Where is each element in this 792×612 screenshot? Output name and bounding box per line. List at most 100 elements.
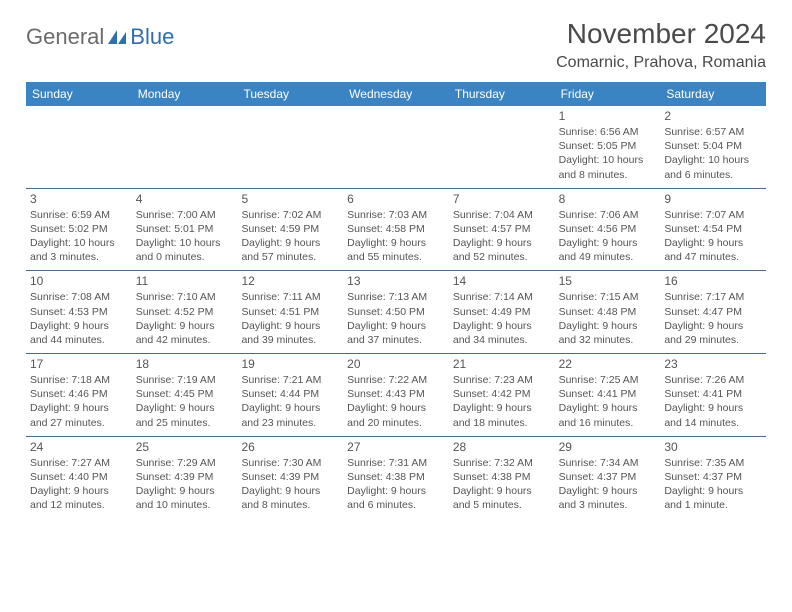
day-cell: 18 Sunrise: 7:19 AMSunset: 4:45 PMDayligh… xyxy=(132,354,238,436)
day-detail: Sunrise: 7:15 AMSunset: 4:48 PMDaylight:… xyxy=(559,290,657,347)
day-number: 14 xyxy=(453,274,551,288)
calendar-page: General Blue November 2024 Comarnic, Pra… xyxy=(0,0,792,518)
day-number: 2 xyxy=(664,109,762,123)
day-cell: 24 Sunrise: 7:27 AMSunset: 4:40 PMDayligh… xyxy=(26,437,132,519)
day-cell: 19 Sunrise: 7:21 AMSunset: 4:44 PMDayligh… xyxy=(237,354,343,436)
day-number: 19 xyxy=(241,357,339,371)
day-number: 7 xyxy=(453,192,551,206)
day-cell: 5 Sunrise: 7:02 AMSunset: 4:59 PMDaylight… xyxy=(237,189,343,271)
day-cell: 13Sunrise: 7:13 AMSunset: 4:50 PMDayligh… xyxy=(343,271,449,353)
day-detail: Sunrise: 7:26 AMSunset: 4:41 PMDaylight:… xyxy=(664,373,762,430)
day-cell: 22 Sunrise: 7:25 AMSunset: 4:41 PMDayligh… xyxy=(555,354,661,436)
day-cell xyxy=(26,106,132,188)
day-detail: Sunrise: 6:59 AMSunset: 5:02 PMDaylight:… xyxy=(30,208,128,265)
header-row: General Blue November 2024 Comarnic, Pra… xyxy=(26,18,766,72)
day-detail: Sunrise: 7:03 AMSunset: 4:58 PMDaylight:… xyxy=(347,208,445,265)
day-number: 24 xyxy=(30,440,128,454)
location-subtitle: Comarnic, Prahova, Romania xyxy=(556,54,766,72)
day-detail: Sunrise: 7:17 AMSunset: 4:47 PMDaylight:… xyxy=(664,290,762,347)
day-number: 20 xyxy=(347,357,445,371)
day-detail: Sunrise: 7:08 AMSunset: 4:53 PMDaylight:… xyxy=(30,290,128,347)
day-number: 18 xyxy=(136,357,234,371)
day-cell: 2 Sunrise: 6:57 AMSunset: 5:04 PMDaylight… xyxy=(660,106,766,188)
day-detail: Sunrise: 7:19 AMSunset: 4:45 PMDaylight:… xyxy=(136,373,234,430)
day-detail: Sunrise: 6:56 AMSunset: 5:05 PMDaylight:… xyxy=(559,125,657,182)
day-cell: 3 Sunrise: 6:59 AMSunset: 5:02 PMDaylight… xyxy=(26,189,132,271)
day-number: 17 xyxy=(30,357,128,371)
day-number: 8 xyxy=(559,192,657,206)
day-number: 26 xyxy=(241,440,339,454)
day-number: 3 xyxy=(30,192,128,206)
day-detail: Sunrise: 6:57 AMSunset: 5:04 PMDaylight:… xyxy=(664,125,762,182)
day-cell: 12 Sunrise: 7:11 AMSunset: 4:51 PMDayligh… xyxy=(237,271,343,353)
day-header: Thursday xyxy=(449,82,555,106)
day-detail: Sunrise: 7:14 AMSunset: 4:49 PMDaylight:… xyxy=(453,290,551,347)
day-cell: 21 Sunrise: 7:23 AMSunset: 4:42 PMDayligh… xyxy=(449,354,555,436)
day-header: Friday xyxy=(555,82,661,106)
day-detail: Sunrise: 7:13 AMSunset: 4:50 PMDaylight:… xyxy=(347,290,445,347)
day-cell: 6 Sunrise: 7:03 AMSunset: 4:58 PMDaylight… xyxy=(343,189,449,271)
day-detail: Sunrise: 7:00 AMSunset: 5:01 PMDaylight:… xyxy=(136,208,234,265)
day-detail: Sunrise: 7:31 AMSunset: 4:38 PMDaylight:… xyxy=(347,456,445,513)
day-number: 1 xyxy=(559,109,657,123)
day-number: 25 xyxy=(136,440,234,454)
day-number: 27 xyxy=(347,440,445,454)
day-cell xyxy=(449,106,555,188)
day-detail: Sunrise: 7:04 AMSunset: 4:57 PMDaylight:… xyxy=(453,208,551,265)
day-header-row: SundayMondayTuesdayWednesdayThursdayFrid… xyxy=(26,82,766,106)
day-cell: 25 Sunrise: 7:29 AMSunset: 4:39 PMDayligh… xyxy=(132,437,238,519)
day-cell: 20Sunrise: 7:22 AMSunset: 4:43 PMDayligh… xyxy=(343,354,449,436)
logo-text-general: General xyxy=(26,24,104,50)
day-cell: 9Sunrise: 7:07 AMSunset: 4:54 PMDaylight… xyxy=(660,189,766,271)
day-detail: Sunrise: 7:25 AMSunset: 4:41 PMDaylight:… xyxy=(559,373,657,430)
day-detail: Sunrise: 7:27 AMSunset: 4:40 PMDaylight:… xyxy=(30,456,128,513)
day-cell: 17Sunrise: 7:18 AMSunset: 4:46 PMDayligh… xyxy=(26,354,132,436)
title-block: November 2024 Comarnic, Prahova, Romania xyxy=(556,18,766,72)
day-cell: 29Sunrise: 7:34 AMSunset: 4:37 PMDayligh… xyxy=(555,437,661,519)
day-detail: Sunrise: 7:29 AMSunset: 4:39 PMDaylight:… xyxy=(136,456,234,513)
day-cell: 30 Sunrise: 7:35 AMSunset: 4:37 PMDayligh… xyxy=(660,437,766,519)
day-cell: 4Sunrise: 7:00 AMSunset: 5:01 PMDaylight… xyxy=(132,189,238,271)
week-row: 1 Sunrise: 6:56 AMSunset: 5:05 PMDaylight… xyxy=(26,106,766,188)
day-cell: 8 Sunrise: 7:06 AMSunset: 4:56 PMDaylight… xyxy=(555,189,661,271)
day-header: Tuesday xyxy=(237,82,343,106)
day-detail: Sunrise: 7:02 AMSunset: 4:59 PMDaylight:… xyxy=(241,208,339,265)
day-number: 5 xyxy=(241,192,339,206)
day-number: 12 xyxy=(241,274,339,288)
day-header: Sunday xyxy=(26,82,132,106)
day-cell: 10Sunrise: 7:08 AMSunset: 4:53 PMDayligh… xyxy=(26,271,132,353)
day-detail: Sunrise: 7:23 AMSunset: 4:42 PMDaylight:… xyxy=(453,373,551,430)
day-cell: 11 Sunrise: 7:10 AMSunset: 4:52 PMDayligh… xyxy=(132,271,238,353)
day-header: Saturday xyxy=(660,82,766,106)
day-detail: Sunrise: 7:21 AMSunset: 4:44 PMDaylight:… xyxy=(241,373,339,430)
day-detail: Sunrise: 7:10 AMSunset: 4:52 PMDaylight:… xyxy=(136,290,234,347)
day-cell: 14 Sunrise: 7:14 AMSunset: 4:49 PMDayligh… xyxy=(449,271,555,353)
day-detail: Sunrise: 7:32 AMSunset: 4:38 PMDaylight:… xyxy=(453,456,551,513)
day-number: 21 xyxy=(453,357,551,371)
logo-sail-icon xyxy=(108,30,126,44)
week-row: 3 Sunrise: 6:59 AMSunset: 5:02 PMDaylight… xyxy=(26,188,766,271)
weeks-container: 1 Sunrise: 6:56 AMSunset: 5:05 PMDaylight… xyxy=(26,106,766,518)
day-cell: 27 Sunrise: 7:31 AMSunset: 4:38 PMDayligh… xyxy=(343,437,449,519)
week-row: 10Sunrise: 7:08 AMSunset: 4:53 PMDayligh… xyxy=(26,270,766,353)
week-row: 17Sunrise: 7:18 AMSunset: 4:46 PMDayligh… xyxy=(26,353,766,436)
day-detail: Sunrise: 7:34 AMSunset: 4:37 PMDaylight:… xyxy=(559,456,657,513)
day-number: 22 xyxy=(559,357,657,371)
day-cell xyxy=(237,106,343,188)
month-title: November 2024 xyxy=(556,18,766,50)
day-cell: 28 Sunrise: 7:32 AMSunset: 4:38 PMDayligh… xyxy=(449,437,555,519)
day-number: 30 xyxy=(664,440,762,454)
day-header: Wednesday xyxy=(343,82,449,106)
day-detail: Sunrise: 7:06 AMSunset: 4:56 PMDaylight:… xyxy=(559,208,657,265)
day-header: Monday xyxy=(132,82,238,106)
day-cell: 7 Sunrise: 7:04 AMSunset: 4:57 PMDaylight… xyxy=(449,189,555,271)
day-detail: Sunrise: 7:35 AMSunset: 4:37 PMDaylight:… xyxy=(664,456,762,513)
day-detail: Sunrise: 7:07 AMSunset: 4:54 PMDaylight:… xyxy=(664,208,762,265)
day-cell: 1 Sunrise: 6:56 AMSunset: 5:05 PMDaylight… xyxy=(555,106,661,188)
logo-text-blue: Blue xyxy=(130,24,174,50)
day-detail: Sunrise: 7:11 AMSunset: 4:51 PMDaylight:… xyxy=(241,290,339,347)
day-number: 6 xyxy=(347,192,445,206)
day-cell xyxy=(132,106,238,188)
day-number: 28 xyxy=(453,440,551,454)
day-number: 11 xyxy=(136,274,234,288)
